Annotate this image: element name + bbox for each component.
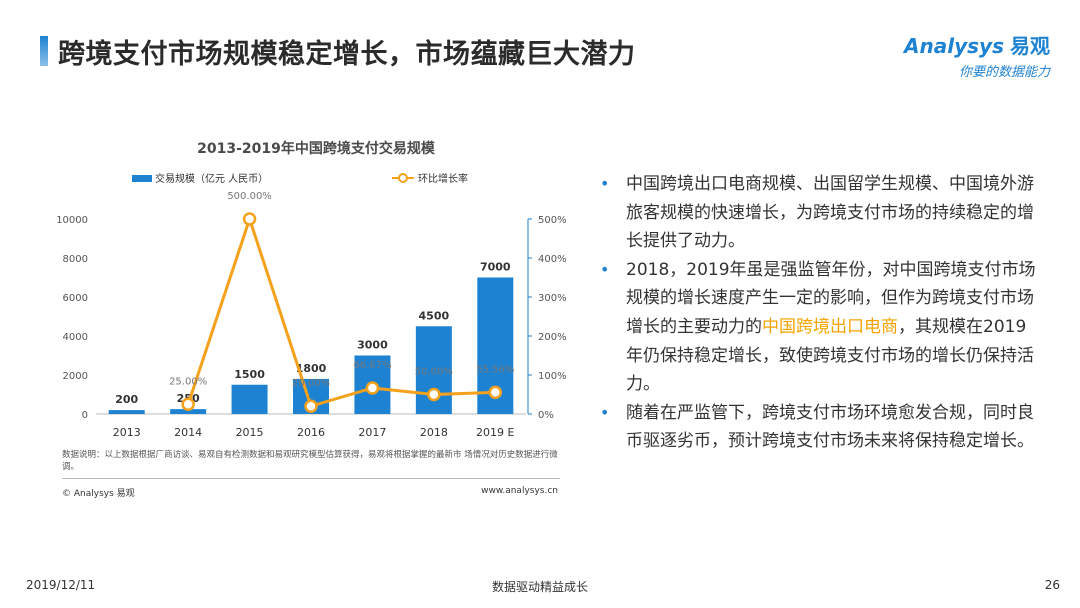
y-right-tick-label: 0% xyxy=(538,410,554,421)
chart-container: 2013-2019年中国跨境支付交易规模 交易规模（亿元 人民币） 环比增长率 0 2… xyxy=(56,130,576,510)
chart-svg: 交易规模（亿元 人民币） 环比增长率 0 2000 4000 6000 8000 10000 0… xyxy=(56,172,567,439)
footer-date: 2019/12/11 xyxy=(26,578,96,592)
y-right-tick-label: 100% xyxy=(538,371,567,382)
bar-value-label: 7000 xyxy=(480,261,511,274)
bullet-text: 中国跨境出口电商规模、出国留学生规模、中国境外游旅客规模的快速增长，为跨境支付市… xyxy=(626,174,1034,252)
growth-rate-point xyxy=(242,212,257,226)
x-tick-label: 2019 E xyxy=(476,426,514,439)
legend-bar-label: 交易规模（亿元 人民币） xyxy=(155,172,268,185)
bar-value-label: 3000 xyxy=(357,339,388,352)
y-left-tick-label: 10000 xyxy=(56,215,88,226)
bar-value-label: 4500 xyxy=(419,309,450,322)
y-left-tick-label: 2000 xyxy=(63,371,88,382)
analysys-logo: Analysys 易观 你要的数据能力 xyxy=(904,30,1050,80)
bar-value-label: 1800 xyxy=(296,362,327,375)
bar-value-label: 1500 xyxy=(234,368,265,381)
chart-copyright: © Analysys 易观 xyxy=(62,489,135,499)
y-right-tick-label: 200% xyxy=(538,332,567,343)
page-title: 跨境支付市场规模稳定增长，市场蕴藏巨大潜力 xyxy=(58,39,636,70)
page-number: 26 xyxy=(1044,578,1060,592)
bullet-text-before: 2018，2019年虽是强监管年份，对中国跨境支付市场规模的增长速度产生一定的影… xyxy=(626,259,1036,337)
x-tick-label: 2014 xyxy=(174,426,202,439)
chart-website: www.analysys.cn xyxy=(481,486,558,496)
growth-rate-label: 25.00% xyxy=(169,376,207,387)
footer-slogan: 数据驱动精益成长 xyxy=(491,580,588,594)
title-accent-bar xyxy=(40,36,48,66)
bar xyxy=(170,409,207,414)
bar xyxy=(231,384,268,414)
growth-rate-point xyxy=(488,385,503,400)
bullet-list: 中国跨境出口电商规模、出国留学生规模、中国境外游旅客规模的快速增长，为跨境支付市… xyxy=(598,170,1038,456)
logo-en: Analysys xyxy=(904,34,1004,58)
y-left-tick-label: 0 xyxy=(82,410,88,421)
chart-title: 2013-2019年中国跨境支付交易规模 xyxy=(197,141,435,157)
legend-line-label: 环比增长率 xyxy=(418,172,468,185)
x-tick-label: 2016 xyxy=(297,426,325,439)
growth-rate-label: 66.67% xyxy=(353,360,391,371)
logo-tagline: 你要的数据能力 xyxy=(958,65,1050,80)
bar-value-label: 200 xyxy=(115,393,138,406)
y-right-tick-label: 300% xyxy=(538,293,567,304)
x-tick-label: 2017 xyxy=(358,426,386,439)
x-tick-label: 2013 xyxy=(113,426,141,439)
growth-rate-point xyxy=(181,397,195,411)
legend-line-marker xyxy=(398,173,408,183)
y-right-tick-label: 500% xyxy=(538,215,567,226)
y-left-tick-label: 8000 xyxy=(63,254,88,265)
x-tick-label: 2018 xyxy=(420,426,448,439)
growth-rate-label: 500.00% xyxy=(227,191,271,202)
bullet-item: 随着在严监管下，跨境支付市场环境愈发合规，同时良币驱逐劣币，预计跨境支付市场未来… xyxy=(598,399,1038,456)
chart-note: 数据说明：以上数据根据厂商访谈、易观自有检测数据和易观研究模型估算获得，易观将根… xyxy=(62,450,558,472)
x-tick-label: 2015 xyxy=(236,426,264,439)
bullet-text-after: ，其规模在2019年仍保持稳定增长，致使跨境支付市场的增长仍保持活力。 xyxy=(626,316,1034,395)
y-left-tick-label: 6000 xyxy=(63,293,88,304)
bullet-highlight: 中国跨境出口电商 xyxy=(762,316,898,337)
bullet-item: 2018，2019年虽是强监管年份，对中国跨境支付市场规模的增长速度产生一定的影… xyxy=(598,256,1038,399)
growth-rate-label: 50.00% xyxy=(415,367,453,378)
growth-rate-point xyxy=(427,387,441,402)
logo-cn: 易观 xyxy=(1010,34,1050,58)
y-right-tick-label: 400% xyxy=(538,254,567,265)
bullet-item: 中国跨境出口电商规模、出国留学生规模、中国境外游旅客规模的快速增长，为跨境支付市… xyxy=(598,170,1038,256)
y-left-tick-label: 4000 xyxy=(63,332,88,343)
growth-rate-label: 20.00% xyxy=(292,378,330,389)
growth-rate-point xyxy=(304,399,318,413)
growth-rate-point xyxy=(365,381,380,395)
bullet-text: 随着在严监管下，跨境支付市场环境愈发合规，同时良币驱逐劣币，预计跨境支付市场未来… xyxy=(626,402,1034,452)
growth-rate-line xyxy=(186,214,496,409)
chart-divider xyxy=(62,478,560,479)
growth-rate-label: 55.56% xyxy=(476,364,514,375)
bar xyxy=(108,410,145,414)
legend-bar-swatch xyxy=(132,175,152,182)
